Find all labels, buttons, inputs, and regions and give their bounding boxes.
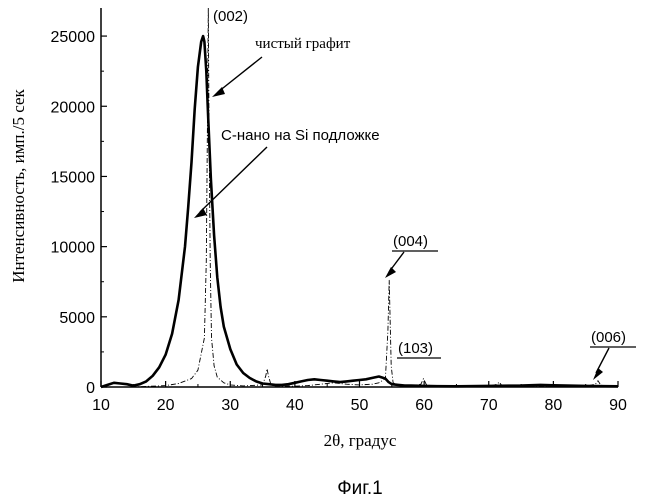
x-tick-label: 30 — [221, 397, 239, 414]
y-tick-label: 10000 — [51, 240, 96, 257]
tick-group: 10 20 30 40 50 60 70 80 90 0 5000 10000 15000 20000 25… — [51, 29, 628, 414]
annotation-pure-graphite: чистый графит — [255, 36, 351, 52]
cnano-si-arrowhead — [194, 208, 207, 218]
y-tick-label: 0 — [86, 380, 95, 397]
y-tick-label: 5000 — [59, 310, 95, 327]
peak-004-arrowhead — [385, 267, 396, 278]
series-c-nano-line — [101, 36, 618, 387]
plot-area — [101, 8, 618, 387]
x-tick-label: 50 — [351, 397, 369, 414]
x-tick-label: 60 — [415, 397, 433, 414]
annotation-peak-006: (006) — [591, 329, 626, 346]
peak-006-arrowhead — [593, 368, 603, 380]
y-tick-label: 20000 — [51, 99, 96, 116]
x-tick-label: 80 — [544, 397, 562, 414]
x-tick-label: 40 — [286, 397, 304, 414]
x-axis-label: 2θ, градус — [324, 431, 397, 450]
axes — [101, 8, 618, 387]
x-tick-label: 70 — [480, 397, 498, 414]
figure-caption: Фиг.1 — [337, 478, 383, 499]
y-tick-label: 15000 — [51, 169, 96, 186]
series-pure-graphite-line — [101, 8, 618, 387]
x-tick-label: 20 — [157, 397, 175, 414]
x-tick-label: 10 — [92, 397, 110, 414]
annotation-peak-004: (004) — [393, 233, 428, 250]
y-tick-label: 25000 — [51, 29, 96, 46]
annotation-peak-002: (002) — [213, 8, 248, 25]
annotation-peak-103: (103) — [398, 340, 433, 357]
y-axis-label: Интенсивность, имп./5 сек — [9, 88, 28, 282]
series-group — [101, 8, 618, 387]
pure-graphite-arrow — [218, 57, 262, 92]
annotation-cnano-si: С-нано на Si подложке — [221, 127, 380, 144]
x-tick-label: 90 — [609, 397, 627, 414]
